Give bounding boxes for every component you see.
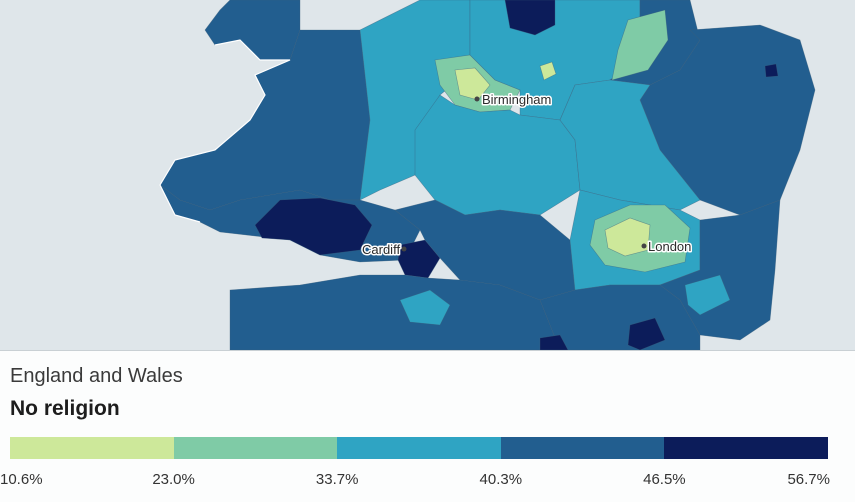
region-brighton[interactable] [627,317,666,351]
legend-tick-4: 40.3% [479,471,523,488]
legend-swatch-4[interactable] [500,437,665,459]
legend-tick-6: 56.7% [787,471,830,488]
region-lincoln-green[interactable] [611,9,669,81]
region-kent-blue[interactable] [684,274,731,316]
region-nottingham[interactable] [504,0,556,36]
legend-swatch-2[interactable] [173,437,338,459]
legend-area-title: England and Wales [10,365,183,387]
legend-tick-2: 23.0% [152,471,195,488]
legend-tick-3: 33.7% [315,471,359,488]
region-carmarthen[interactable] [254,197,373,256]
coastline [159,39,291,223]
cardiff-marker [401,246,407,252]
legend-panel: England and Wales No religion 10.6% 23.0%… [0,350,855,502]
legend-swatch-5[interactable] [664,437,828,459]
legend-swatch-3[interactable] [337,437,501,459]
legend-measure-title: No religion [10,397,120,420]
london-marker [641,243,647,249]
region-norwich[interactable] [764,63,779,78]
region-london-core[interactable] [604,217,651,257]
city-label-birmingham: Birmingham [482,92,551,107]
region-birmingham-core[interactable] [454,67,491,101]
legend-tick-1: 10.6% [0,471,43,488]
city-label-london: London [648,239,691,254]
legend-tick-labels: 10.6% 23.0% 33.7% 40.3% 46.5% 56.7% [0,471,855,495]
legend-tick-5: 46.5% [643,471,686,488]
birmingham-marker [474,96,480,102]
region-bristol[interactable] [399,289,451,326]
legend-color-scale [10,437,828,459]
legend-swatch-1[interactable] [10,437,174,459]
city-label-cardiff: Cardiff [362,242,400,257]
region-leicester[interactable] [539,61,557,81]
region-cambridge-beds[interactable] [559,79,701,211]
